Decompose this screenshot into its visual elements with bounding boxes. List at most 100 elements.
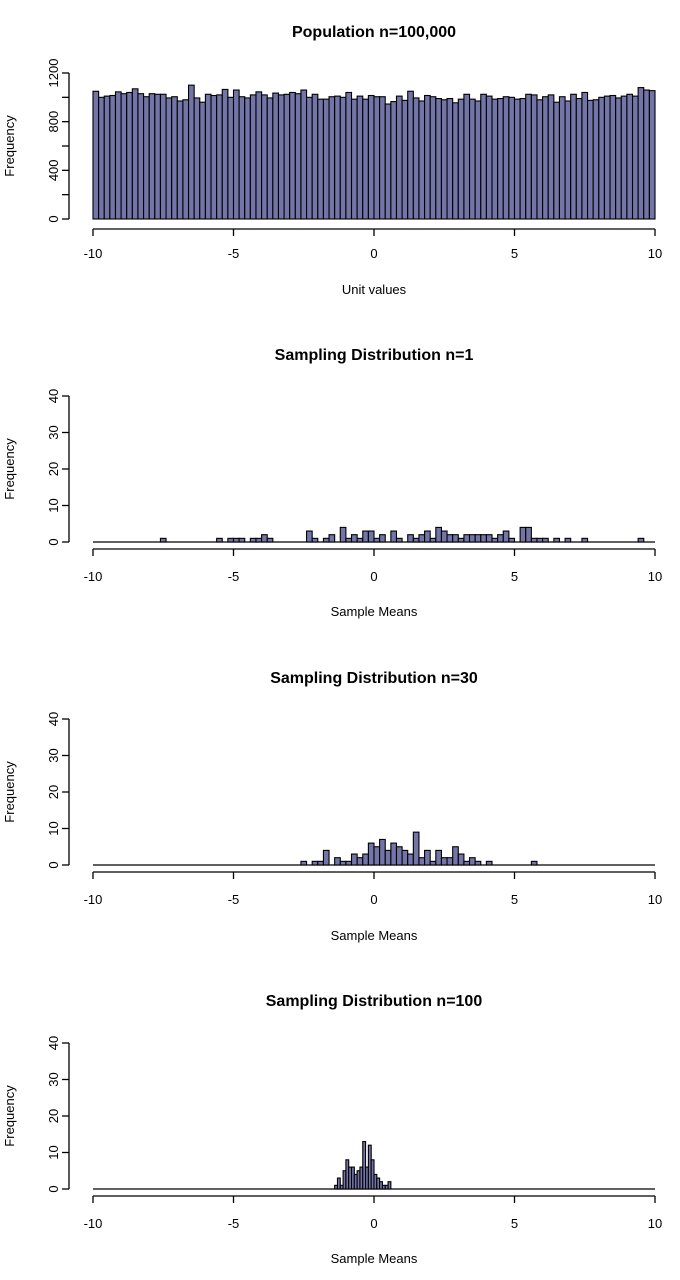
histogram-bar [336,1177,341,1190]
histogram-bar [435,526,442,543]
histogram-bar [148,93,156,220]
histogram-bar [367,94,375,220]
bars [93,526,655,543]
x-axis-label: Unit values [342,282,407,297]
histogram-bar [558,96,566,220]
x-axis-label: Sample Means [331,604,418,619]
histogram-bar [418,534,426,543]
histogram-bar [261,94,268,220]
histogram-bar [373,537,381,543]
y-axis-label: Frequency [2,438,17,500]
histogram-bar [131,88,139,220]
histogram-bar [530,860,538,866]
histogram-bar [317,860,324,866]
histogram-bar [114,91,122,220]
histogram-bar [379,96,386,220]
y-tick-label: 400 [46,159,61,181]
histogram-bar [553,101,561,220]
histogram-bar [266,537,274,543]
histogram-bar [474,100,482,220]
y-tick-label: 0 [46,215,61,222]
histogram-bar [615,97,622,220]
x-tick-label: -5 [228,892,240,907]
x-axis: -10 -5 0 5 10 [84,228,662,261]
histogram-bar [463,93,471,220]
chart-title: Population n=100,000 [292,24,456,41]
histogram-bar [587,99,594,220]
y-tick-label: 0 [46,538,61,545]
x-tick-label: -10 [84,246,103,261]
x-tick-label: -10 [84,569,103,584]
histogram-bar [542,96,549,220]
y-axis: 0 10 20 30 40 [46,389,70,546]
x-tick-label: 5 [511,569,518,584]
histogram-bar [362,853,369,866]
histogram-bar [199,101,206,220]
histogram-bar [401,849,409,866]
histogram-bar [502,530,510,543]
histogram-bar [446,98,454,220]
histogram-bar [379,838,386,866]
histogram-bar [294,93,302,220]
histogram-bar [221,88,229,220]
histogram-bar [322,849,330,866]
histogram-bar [216,537,223,543]
histogram-bar [395,846,403,866]
histogram-bar [435,849,442,866]
histogram-bar [283,93,291,220]
histogram-bar [311,93,319,220]
sampling-n100-histogram-panel: Sampling Distribution n=100 Sample Means… [2,993,662,1266]
histogram-bar [525,526,532,543]
histogram-bar [463,534,471,543]
histogram-bar [334,857,341,866]
histogram-bar [187,84,195,220]
histogram-bar [570,93,577,220]
histogram-bar [98,96,105,220]
y-tick-label: 20 [46,1109,61,1123]
histogram-bar [339,526,347,543]
histogram-bar [249,94,257,220]
histogram-bar [480,93,487,220]
histogram-bar [508,537,516,543]
histogram-bar [255,537,263,543]
histogram-bar [350,853,358,866]
histogram-bar [356,537,364,543]
histogram-bar [530,537,538,543]
chart-title: Sampling Distribution n=30 [270,670,478,687]
histogram-bar [362,530,369,543]
x-tick-label: 0 [370,246,377,261]
histogram-bar [227,537,235,543]
histogram-bar [232,89,240,220]
histogram-bar [159,93,167,220]
histogram-bar [171,96,178,220]
histogram-bar [575,98,583,220]
sampling-n30-histogram-panel: Sampling Distribution n=30 Sample Means … [2,670,662,943]
y-axis: 0 10 20 30 40 [46,712,70,869]
bars [92,84,656,220]
histogram-bar [384,849,392,866]
histogram-bar [345,860,353,866]
x-tick-label: 0 [370,892,377,907]
histogram-bar [216,94,223,220]
x-axis: -10 -5 0 5 10 [84,548,662,584]
y-tick-label: 0 [46,1185,61,1192]
histogram-bar [350,98,358,220]
histogram-bar [322,537,330,543]
histogram-bar [435,98,442,220]
y-tick-label: 30 [46,1072,61,1086]
histogram-bar [440,530,448,543]
histogram-bar [390,842,398,866]
histogram-bar [513,98,521,220]
histogram-bar [564,537,572,543]
histogram-bar [238,537,246,543]
histogram-bar [536,99,544,220]
histogram-bar [648,90,656,220]
histogram-bar [452,102,459,220]
y-axis-label: Frequency [2,761,17,823]
histogram-bar [306,530,313,543]
histogram-bar [261,534,268,543]
histogram-bar [334,95,341,220]
x-axis-label: Sample Means [331,928,418,943]
histogram-bar [643,89,650,220]
